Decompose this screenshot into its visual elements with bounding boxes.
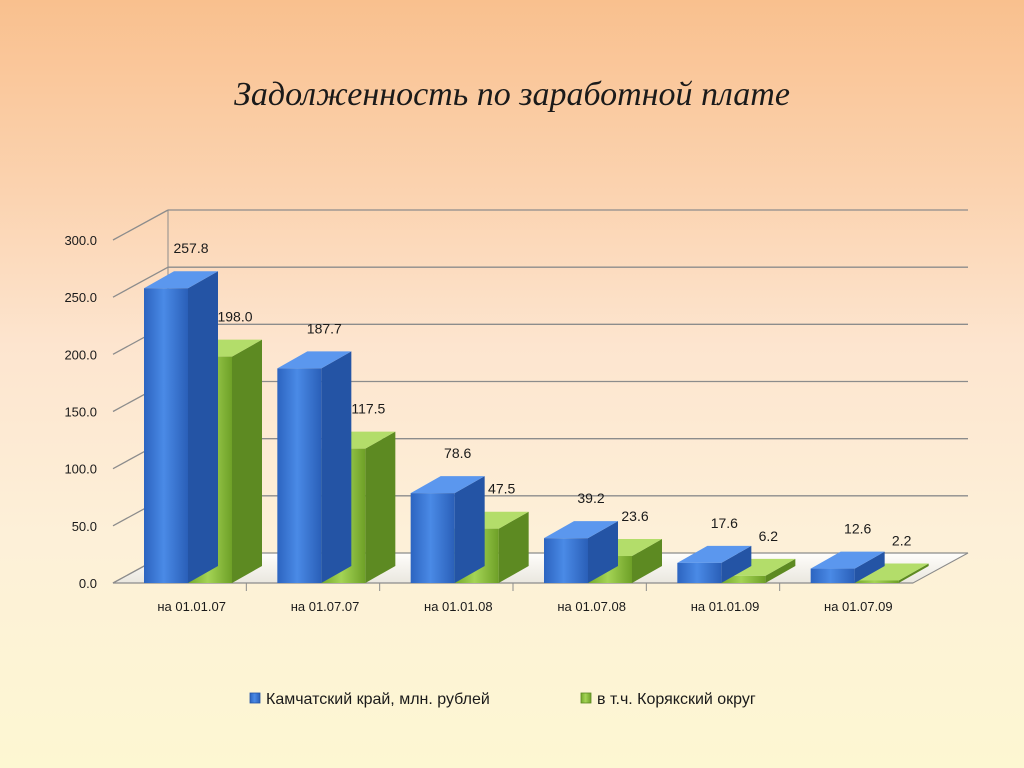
bar-side (454, 476, 485, 583)
data-label: 78.6 (444, 445, 471, 461)
x-tick-label: на 01.07.08 (557, 599, 626, 614)
x-tick-label: на 01.07.09 (824, 599, 893, 614)
bar-front (277, 368, 322, 583)
bar-side (321, 351, 352, 583)
chart-bars (144, 271, 929, 583)
y-tick-label: 250.0 (64, 290, 97, 305)
data-label: 117.5 (351, 401, 385, 417)
chart-title: Задолженность по заработной плате (234, 76, 790, 113)
legend-label: Камчатский край, млн. рублей (266, 691, 490, 708)
y-tick-label: 150.0 (64, 405, 97, 420)
bar-side (188, 271, 218, 583)
bar-kamchatka-1 (277, 351, 352, 583)
bar-kamchatka-3 (544, 521, 618, 583)
bar-front (410, 493, 455, 583)
x-tick-label: на 01.01.07 (157, 599, 226, 614)
data-label: 257.8 (173, 240, 208, 256)
x-tick-label: на 01.01.09 (691, 599, 760, 614)
bar-front (677, 562, 722, 583)
y-tick-label: 200.0 (64, 347, 97, 362)
bar-front (544, 538, 588, 583)
y-tick-label: 100.0 (64, 462, 97, 477)
bar-top (810, 551, 885, 569)
data-label: 2.2 (892, 532, 912, 548)
chart-legend: Камчатский край, млн. рублей в т.ч. Коряк… (249, 691, 756, 708)
bar-top (544, 521, 618, 539)
bar-kamchatka-2 (410, 476, 485, 583)
bar-front (854, 580, 899, 583)
bar-side (365, 431, 396, 583)
bar-top (854, 563, 929, 581)
bar-side (765, 558, 796, 583)
gridline-diagonal (112, 209, 169, 241)
data-label: 6.2 (759, 528, 779, 544)
bar-top (410, 476, 485, 494)
bar-front (721, 575, 766, 583)
y-tick-label: 50.0 (72, 519, 97, 534)
data-label: 23.6 (621, 508, 648, 524)
data-label: 12.6 (844, 521, 871, 537)
data-label: 47.5 (488, 481, 515, 497)
bar-side (232, 339, 262, 583)
gridline-diagonal (112, 266, 169, 298)
legend-label: в т.ч. Корякский округ (597, 691, 756, 708)
bar-kamchatka-0 (144, 271, 218, 583)
bar-side (588, 521, 618, 583)
data-label: 187.7 (307, 320, 342, 336)
data-label: 17.6 (711, 515, 738, 531)
bar-top (677, 545, 752, 563)
bar-top (277, 351, 352, 369)
bar-kamchatka-5 (810, 551, 885, 583)
chart-labels: 0.0 50.0 100.0 150.0 200.0 250.0 300.0 257.8 198… (64, 233, 911, 614)
x-tick-label: на 01.01.08 (424, 599, 493, 614)
x-tick-label: на 01.07.07 (291, 599, 360, 614)
y-tick-label: 0.0 (79, 576, 97, 591)
legend-swatch (580, 692, 592, 704)
bar-top (144, 271, 218, 289)
bar-side (721, 545, 752, 583)
legend-swatch (249, 692, 261, 704)
y-tick-label: 300.0 (64, 233, 97, 248)
bar-side (498, 511, 529, 583)
bar-kamchatka-4 (677, 545, 752, 583)
bar-koryak-5 (854, 563, 929, 583)
bar-side (898, 563, 929, 583)
data-label: 39.2 (577, 490, 604, 506)
bar-side (632, 539, 662, 583)
bar-side (854, 551, 885, 583)
data-label: 198.0 (217, 309, 252, 325)
bar-front (144, 288, 188, 583)
bar-front (810, 568, 855, 583)
